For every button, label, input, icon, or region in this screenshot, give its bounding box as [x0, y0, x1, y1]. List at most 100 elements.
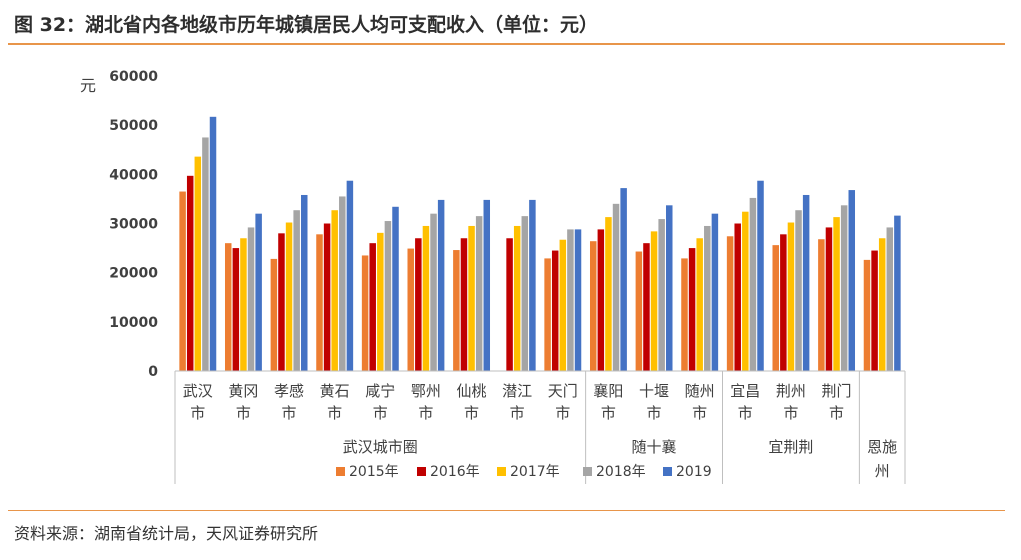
y-tick-label: 50000 [109, 118, 158, 134]
x-tick-label: 十堰 [639, 382, 669, 400]
group-label: 武汉城市圈 [343, 438, 418, 456]
bar [437, 199, 445, 371]
bar [704, 225, 711, 371]
bar [589, 241, 597, 371]
bar [787, 222, 795, 371]
bar [574, 229, 582, 371]
bar [331, 210, 338, 371]
x-tick-label: 市 [783, 404, 798, 422]
x-tick-label: 市 [510, 404, 525, 422]
x-tick-label: 鄂州 [411, 382, 441, 400]
bar [361, 255, 369, 371]
bar [780, 234, 787, 371]
bar [802, 194, 810, 371]
x-tick-label: 武汉 [183, 382, 213, 400]
group-label: 恩施 [867, 438, 897, 456]
legend-label: 2018年 [596, 464, 646, 480]
legend-swatch [583, 467, 592, 476]
legend-label: 2016年 [430, 464, 480, 480]
bar [825, 227, 833, 371]
legend-label: 2017年 [510, 464, 560, 480]
bar [658, 219, 665, 371]
x-tick-label: 随州 [685, 382, 715, 400]
legend-label: 2015年 [349, 464, 399, 480]
bar [544, 258, 551, 371]
bar [209, 116, 217, 371]
bar [840, 205, 848, 371]
bar [749, 197, 757, 371]
bar [301, 194, 308, 371]
bar [293, 210, 300, 371]
bar [202, 137, 209, 371]
bar [316, 234, 323, 371]
bar [453, 250, 460, 371]
y-tick-label: 60000 [109, 69, 158, 85]
bar [734, 223, 741, 371]
bar [278, 233, 285, 371]
y-tick-label: 30000 [109, 217, 158, 233]
bar [483, 199, 491, 371]
bar [422, 225, 430, 371]
group-label: 随十襄 [632, 438, 677, 456]
x-tick-label: 市 [601, 404, 616, 422]
x-tick-label: 荆门 [822, 382, 852, 400]
bar [681, 258, 688, 371]
bar [696, 238, 703, 371]
bar [240, 238, 247, 371]
bar [612, 203, 620, 371]
bar [894, 215, 901, 371]
x-tick-label: 襄阳 [593, 382, 623, 400]
bar [415, 238, 422, 371]
x-tick-label: 市 [190, 404, 205, 422]
figure-title: 图 32：湖北省内各地级市历年城镇居民人均可支配收入（单位：元） [14, 14, 599, 36]
bar [224, 243, 232, 371]
x-tick-label: 黄石 [320, 382, 350, 400]
footer-divider [8, 510, 1005, 511]
x-tick-label: 市 [738, 404, 753, 422]
bar [468, 225, 475, 371]
x-tick-label: 咸宁 [365, 382, 395, 400]
group-label: 州 [875, 462, 890, 480]
bar [255, 213, 262, 371]
bar [407, 248, 414, 371]
bar [551, 250, 559, 371]
y-tick-label: 40000 [109, 167, 158, 183]
bar [597, 229, 605, 371]
bar [521, 216, 529, 372]
bar [886, 227, 894, 371]
x-tick-label: 宜昌 [730, 382, 760, 400]
bar [726, 236, 734, 371]
y-tick-label: 0 [148, 364, 158, 380]
bar [605, 217, 612, 371]
x-tick-label: 市 [692, 404, 707, 422]
bar [430, 213, 437, 371]
bar [460, 238, 468, 371]
bar [757, 180, 764, 371]
x-tick-label: 仙桃 [457, 382, 487, 400]
bar [567, 229, 574, 371]
x-tick-label: 市 [829, 404, 844, 422]
bar [795, 210, 802, 371]
bar [369, 243, 376, 371]
bar [688, 248, 696, 371]
bar [392, 206, 399, 371]
x-tick-label: 市 [647, 404, 662, 422]
legend-swatch [663, 467, 672, 476]
y-tick-label: 10000 [109, 315, 158, 331]
legend-swatch [497, 467, 506, 476]
bar [339, 196, 346, 371]
x-tick-label: 天门 [548, 382, 578, 400]
bar [186, 175, 194, 371]
bar [643, 243, 650, 371]
legend-swatch [417, 467, 426, 476]
bar [863, 259, 871, 371]
bar [529, 199, 536, 371]
bar [323, 223, 331, 371]
x-tick-label: 黄冈 [228, 382, 258, 400]
bar [346, 180, 354, 371]
y-axis-label: 元 [80, 76, 96, 95]
bar [513, 225, 521, 371]
bar [833, 217, 840, 371]
bar [848, 190, 856, 371]
